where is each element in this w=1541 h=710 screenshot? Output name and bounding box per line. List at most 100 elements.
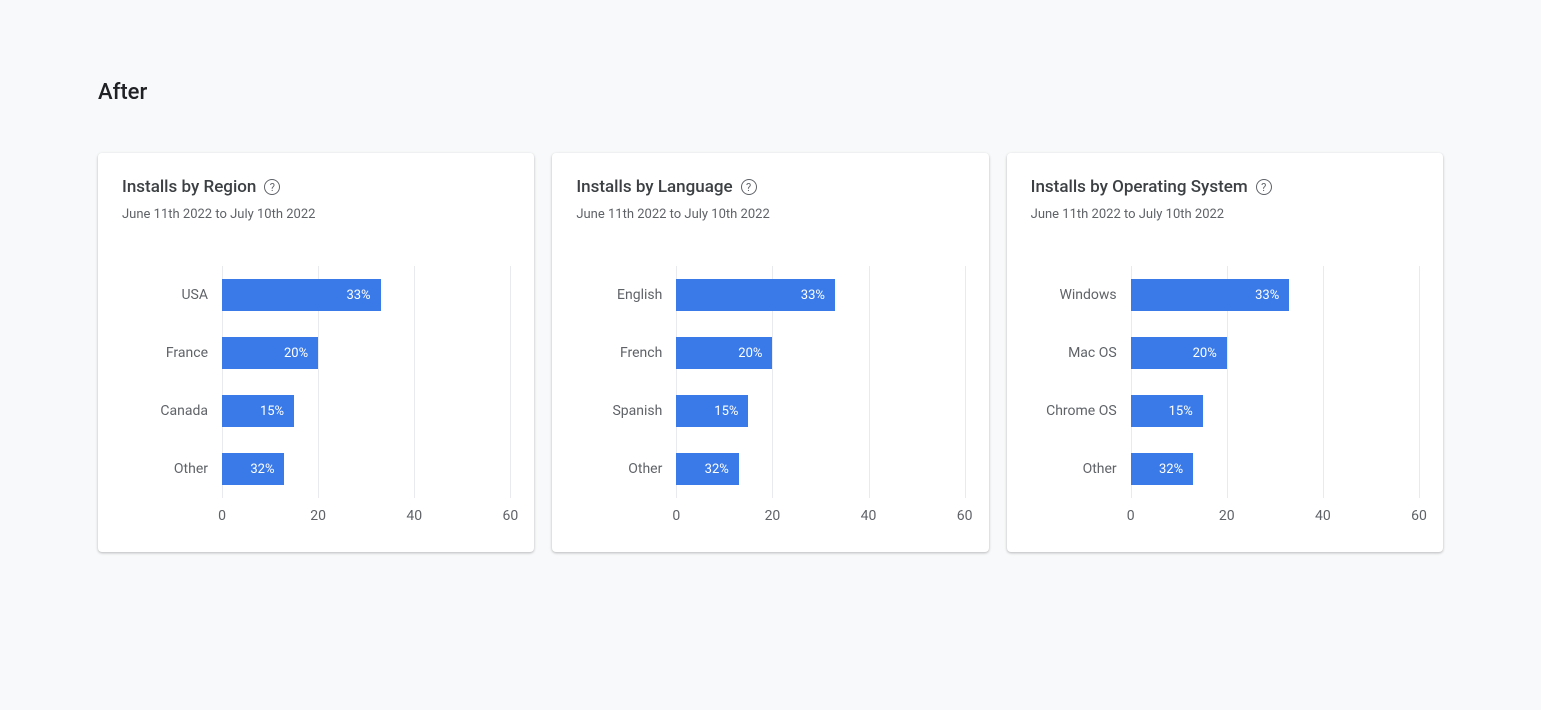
bar: 33% — [676, 279, 835, 311]
plot-area: 33% 20% 15% 32% — [222, 266, 510, 498]
chart-card: Installs by Language? June 11th 2022 to J… — [552, 153, 988, 552]
bar-row: 32% — [676, 440, 964, 498]
card-title: Installs by Language — [576, 177, 732, 197]
x-tick-label: 40 — [861, 508, 877, 524]
y-axis-labels: WindowsMac OSChrome OSOther — [1031, 266, 1131, 498]
bar: 15% — [222, 395, 294, 427]
y-axis-label: USA — [122, 266, 222, 324]
card-title: Installs by Region — [122, 177, 256, 197]
bar: 33% — [222, 279, 381, 311]
help-icon[interactable]: ? — [741, 179, 757, 195]
bar-row: 15% — [222, 382, 510, 440]
chart-card: Installs by Operating System? June 11th 2… — [1007, 153, 1443, 552]
card-header: Installs by Language? June 11th 2022 to J… — [576, 177, 964, 222]
bar-value-label: 20% — [1193, 346, 1217, 361]
bar: 33% — [1131, 279, 1290, 311]
x-tick-label: 40 — [1315, 508, 1331, 524]
plot-area: 33% 20% 15% 32% — [1131, 266, 1419, 498]
bar-value-label: 20% — [284, 346, 308, 361]
x-tick-label: 20 — [310, 508, 326, 524]
card-title-row: Installs by Operating System? — [1031, 177, 1419, 197]
bar-row: 33% — [222, 266, 510, 324]
bar-chart: EnglishFrenchSpanishOther 33% 20% 15% 32% 0 20… — [576, 266, 964, 528]
card-title-row: Installs by Region? — [122, 177, 510, 197]
bar: 20% — [676, 337, 772, 369]
bar: 15% — [1131, 395, 1203, 427]
x-tick-label: 60 — [1411, 508, 1427, 524]
bar-value-label: 15% — [1169, 404, 1193, 419]
bar-row: 32% — [222, 440, 510, 498]
y-axis-label: Other — [576, 440, 676, 498]
bar-row: 33% — [1131, 266, 1419, 324]
bars-container: 33% 20% 15% 32% — [222, 266, 510, 498]
bar-value-label: 33% — [346, 288, 370, 303]
x-axis: 0204060 — [1131, 508, 1419, 528]
help-icon[interactable]: ? — [1256, 179, 1272, 195]
bar: 20% — [1131, 337, 1227, 369]
bar: 32% — [1131, 453, 1193, 485]
x-tick-label: 60 — [957, 508, 973, 524]
help-icon[interactable]: ? — [264, 179, 280, 195]
y-axis-label: English — [576, 266, 676, 324]
chart-body: USAFranceCanadaOther 33% 20% 15% 32% — [122, 266, 510, 498]
bar-value-label: 33% — [1255, 288, 1279, 303]
chart-body: WindowsMac OSChrome OSOther 33% 20% 15% 32% — [1031, 266, 1419, 498]
plot-area: 33% 20% 15% 32% — [676, 266, 964, 498]
bar-value-label: 32% — [250, 462, 274, 477]
card-subtitle: June 11th 2022 to July 10th 2022 — [122, 207, 510, 222]
bar-row: 15% — [676, 382, 964, 440]
y-axis-label: France — [122, 324, 222, 382]
card-subtitle: June 11th 2022 to July 10th 2022 — [1031, 207, 1419, 222]
bar-value-label: 15% — [260, 404, 284, 419]
gridline — [510, 266, 511, 498]
y-axis-label: Mac OS — [1031, 324, 1131, 382]
bar-value-label: 33% — [801, 288, 825, 303]
bars-container: 33% 20% 15% 32% — [1131, 266, 1419, 498]
y-axis-label: Other — [122, 440, 222, 498]
card-title-row: Installs by Language? — [576, 177, 964, 197]
y-axis-label: Canada — [122, 382, 222, 440]
y-axis-label: Windows — [1031, 266, 1131, 324]
x-axis: 0204060 — [222, 508, 510, 528]
y-axis-label: Chrome OS — [1031, 382, 1131, 440]
x-tick-label: 60 — [502, 508, 518, 524]
bar-row: 20% — [222, 324, 510, 382]
x-tick-label: 0 — [672, 508, 680, 524]
bar: 32% — [676, 453, 738, 485]
y-axis-label: Other — [1031, 440, 1131, 498]
x-tick-label: 0 — [218, 508, 226, 524]
card-header: Installs by Region? June 11th 2022 to Jul… — [122, 177, 510, 222]
bar: 20% — [222, 337, 318, 369]
bar-chart: USAFranceCanadaOther33%20%15%32%0204060 — [122, 266, 510, 528]
y-axis-labels: EnglishFrenchSpanishOther — [576, 266, 676, 498]
chart-card: Installs by Region? June 11th 2022 to Jul… — [98, 153, 534, 552]
page-title: After — [98, 80, 1443, 105]
bar-row: 20% — [676, 324, 964, 382]
y-axis-labels: USAFranceCanadaOther — [122, 266, 222, 498]
page-root: After Installs by Region? June 11th 2022 … — [0, 0, 1541, 552]
bar: 15% — [676, 395, 748, 427]
bar-value-label: 20% — [738, 346, 762, 361]
bars-container: 33% 20% 15% 32% — [676, 266, 964, 498]
x-tick-label: 40 — [406, 508, 422, 524]
x-tick-label: 20 — [1219, 508, 1235, 524]
cards-container: Installs by Region? June 11th 2022 to Jul… — [98, 153, 1443, 552]
y-axis-label: Spanish — [576, 382, 676, 440]
bar-value-label: 32% — [1159, 462, 1183, 477]
x-tick-label: 0 — [1127, 508, 1135, 524]
bar-value-label: 32% — [705, 462, 729, 477]
bar-chart: WindowsMac OSChrome OSOther 33% 20% 15% 32% 0… — [1031, 266, 1419, 528]
bar: 32% — [222, 453, 284, 485]
bar-value-label: 15% — [714, 404, 738, 419]
bar-row: 33% — [676, 266, 964, 324]
card-title: Installs by Operating System — [1031, 177, 1248, 197]
card-subtitle: June 11th 2022 to July 10th 2022 — [576, 207, 964, 222]
bar-row: 15% — [1131, 382, 1419, 440]
gridline — [965, 266, 966, 498]
y-axis-label: French — [576, 324, 676, 382]
chart-body: EnglishFrenchSpanishOther 33% 20% 15% 32% — [576, 266, 964, 498]
x-axis: 0204060 — [676, 508, 964, 528]
card-header: Installs by Operating System? June 11th 2… — [1031, 177, 1419, 222]
x-tick-label: 20 — [765, 508, 781, 524]
gridline — [1419, 266, 1420, 498]
